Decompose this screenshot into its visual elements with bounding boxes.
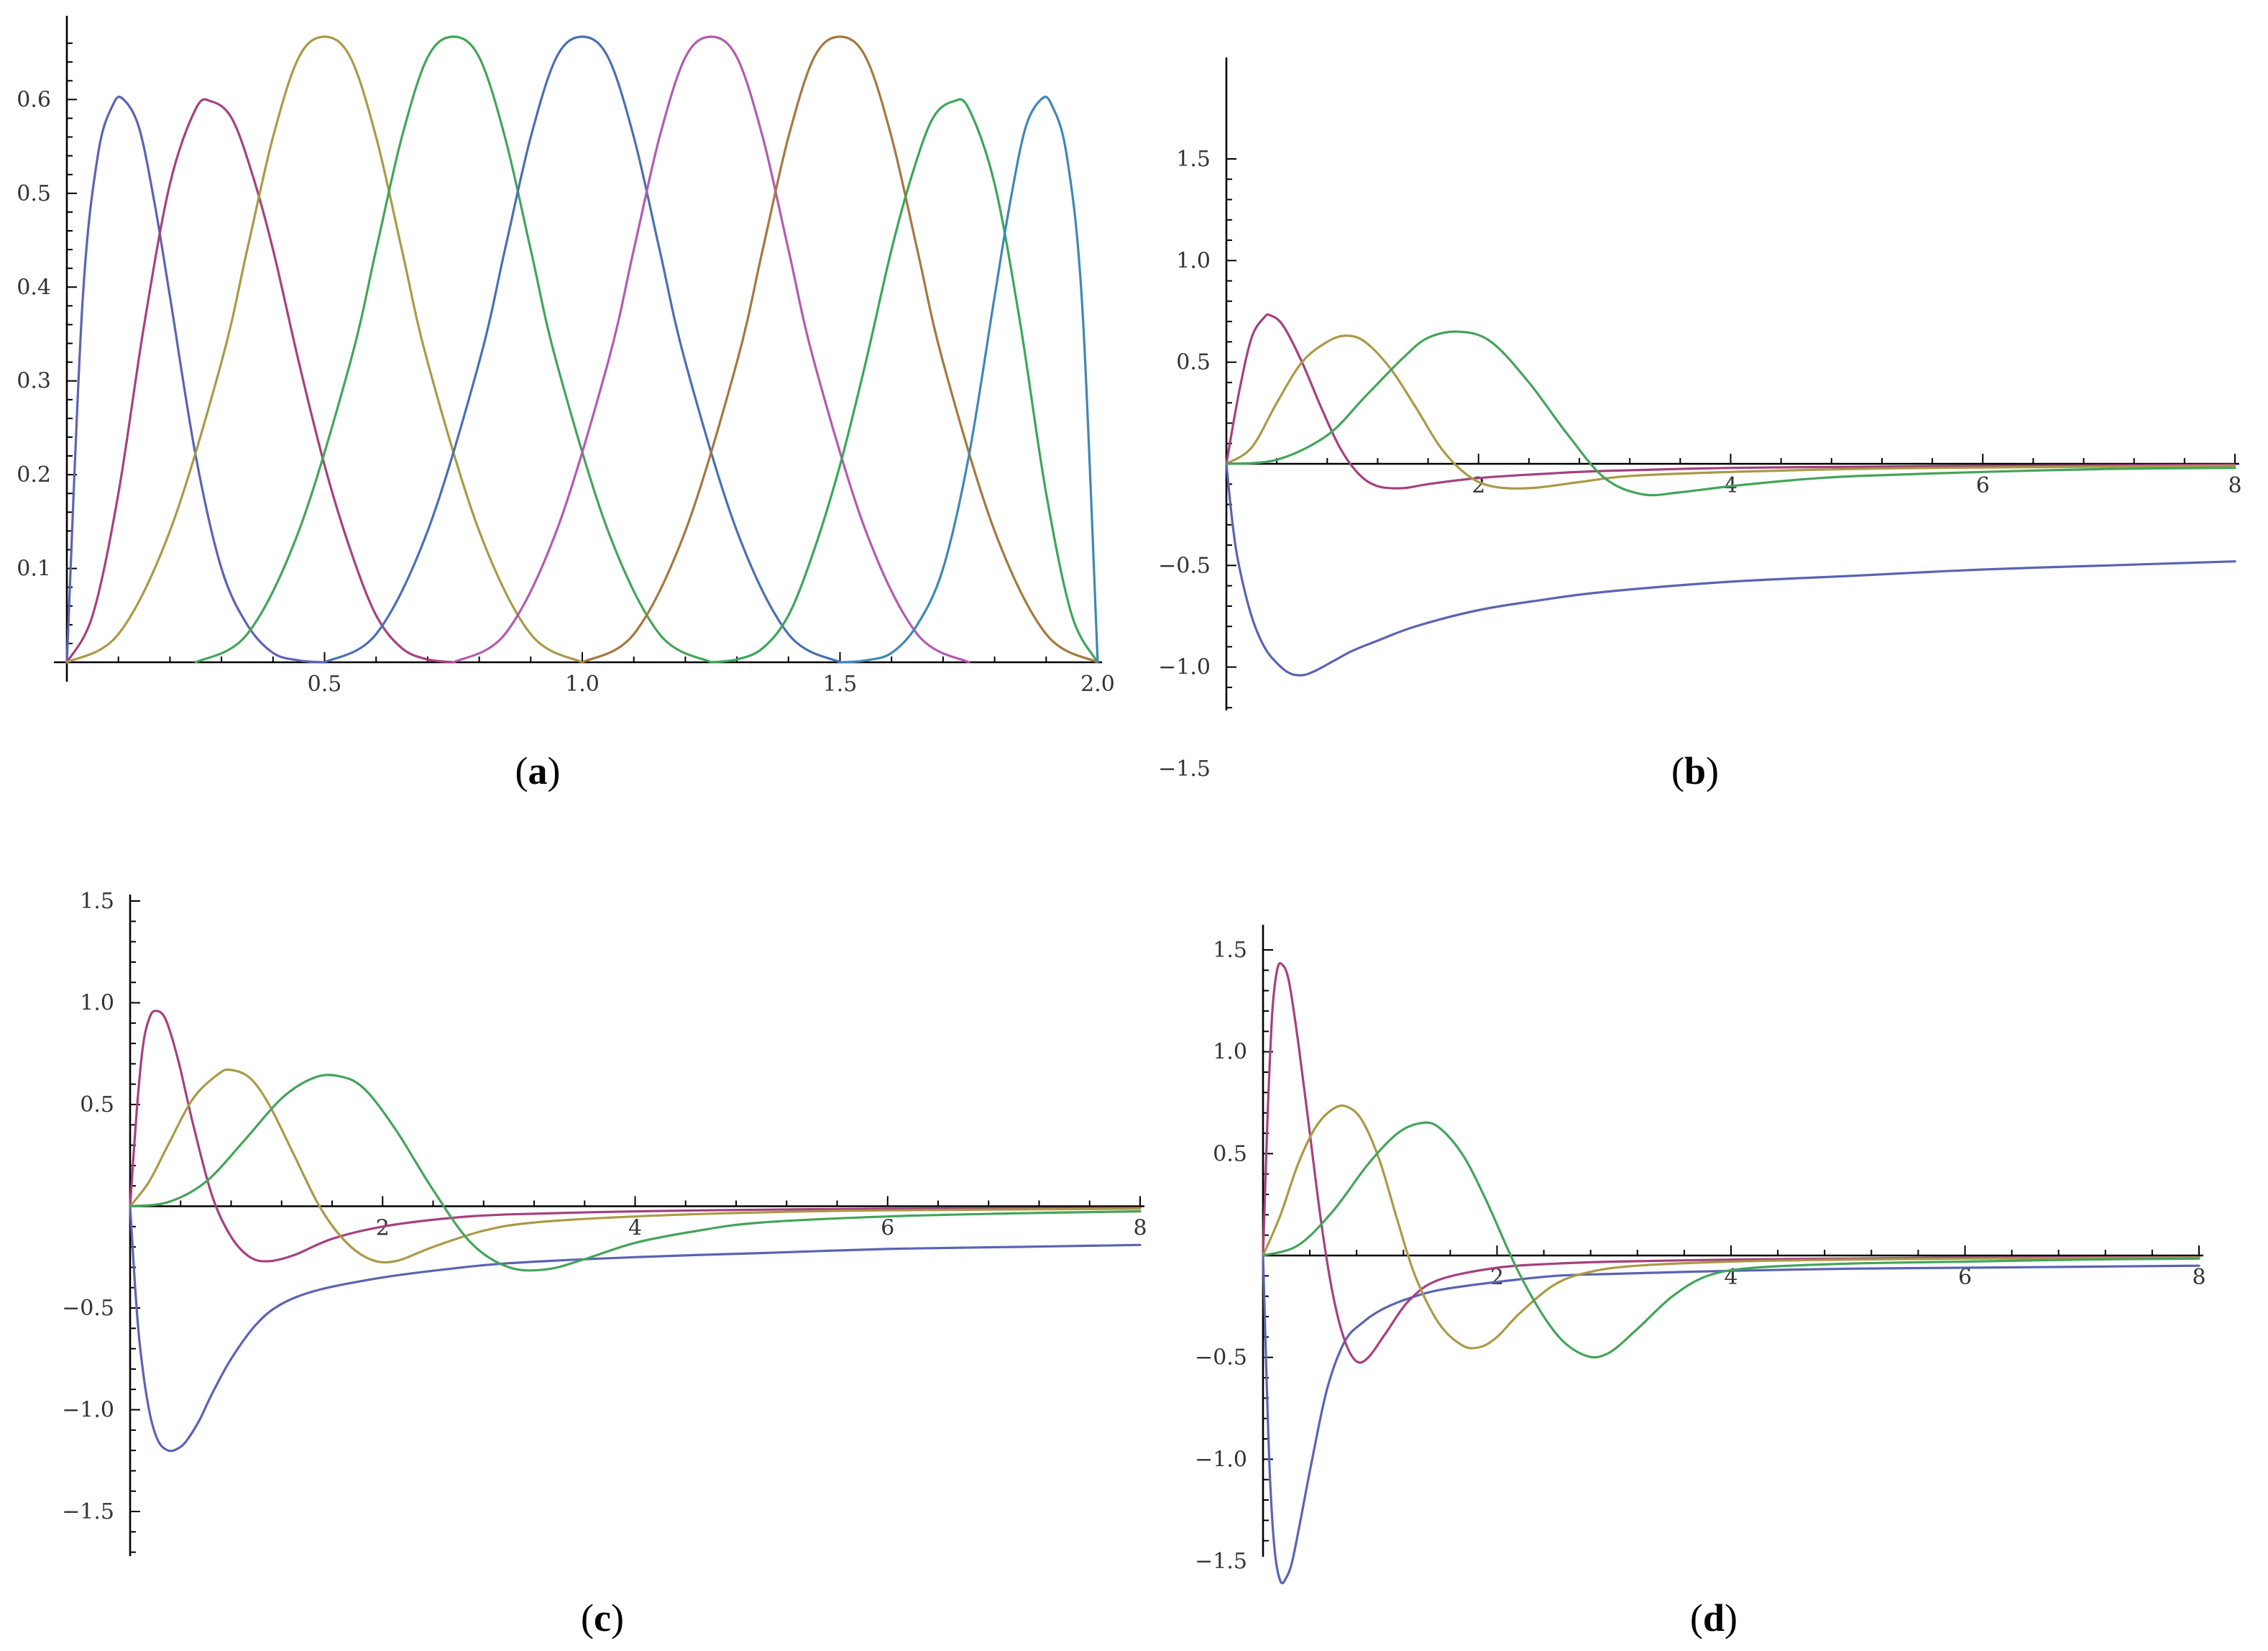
panel-a-label: (a) (515, 749, 561, 792)
series-line-a-3 (65, 35, 584, 664)
panel-c-label: (c) (581, 1596, 624, 1639)
series-line-a-1 (65, 96, 326, 664)
y-tick-label: −1.0 (1158, 655, 1211, 680)
y-tick-label: 0.5 (1213, 1141, 1247, 1166)
series-line-d-4 (1262, 1121, 2200, 1359)
x-tick-label: 6 (1958, 1265, 1972, 1290)
series-line-c-4 (129, 1074, 1142, 1272)
y-tick-label: −1.5 (62, 1499, 114, 1524)
x-tick-label: 6 (1976, 473, 1990, 498)
panel-d-label: (d) (1690, 1596, 1737, 1639)
y-tick-label: 0.5 (1176, 350, 1211, 375)
panel-c-letter: c (594, 1596, 611, 1639)
series-line-b-2 (1225, 313, 2236, 490)
series-line-d-1 (1262, 1254, 2200, 1585)
x-tick-label: 8 (2228, 473, 2241, 498)
series-line-a-9 (838, 96, 1099, 664)
y-tick-label: 0.4 (17, 275, 51, 300)
x-tick-label: 2.0 (1080, 672, 1115, 697)
panel-c-open-paren: ( (581, 1596, 594, 1639)
y-tick-label: 0.2 (17, 462, 51, 488)
y-tick-label: 0.3 (17, 369, 51, 394)
series-line-a-6 (452, 35, 970, 664)
series-line-a-5 (323, 35, 842, 664)
y-tick-label: 1.5 (1176, 147, 1211, 172)
series-line-d-2 (1262, 962, 2200, 1364)
panel-a-close-paren: ) (548, 749, 561, 792)
panel-c-close-paren: ) (611, 1596, 624, 1639)
plot-area-c: 2 4 6 8 −1.5 −1.0 −0.5 0.5 1.0 1.5 (62, 889, 1147, 1556)
y-tick-label: −1.5 (1158, 756, 1211, 782)
y-tick-label: 1.5 (80, 889, 114, 914)
series-line-b-1 (1225, 462, 2236, 677)
series-line-c-3 (129, 1068, 1142, 1264)
y-tick-label: 1.0 (80, 991, 114, 1016)
y-tick-label: −1.5 (1195, 1549, 1247, 1574)
plot-area-b: 2 4 6 8−1.5−1.0−0.50.51.01.5 (1158, 58, 2242, 782)
panel-c-chart: 2 4 6 8 −1.5 −1.0 −0.5 0.5 1.0 1.5 (c) (62, 889, 1147, 1639)
y-tick-label: −1.0 (1195, 1447, 1247, 1472)
panel-a-open-paren: ( (515, 749, 528, 792)
x-tick-label: 0.5 (308, 672, 342, 697)
plot-area-d: 2 4 6 8−1.5−1.0−0.50.51.01.5 (1195, 925, 2206, 1585)
x-tick-label: 2 (1490, 1265, 1504, 1290)
y-tick-label: 1.0 (1213, 1040, 1247, 1065)
series-line-a-4 (194, 35, 712, 664)
panel-d-chart: 2 4 6 8−1.5−1.0−0.50.51.01.5 (d) (1195, 925, 2206, 1639)
panel-b-letter: b (1684, 749, 1706, 792)
y-tick-label: 0.5 (80, 1092, 114, 1117)
y-tick-label: −0.5 (62, 1296, 114, 1321)
x-tick-label: 8 (1133, 1216, 1147, 1241)
x-tick-label: 1.0 (565, 672, 600, 697)
x-tick-label: 8 (2192, 1265, 2205, 1290)
series-line-c-2 (129, 1010, 1142, 1263)
panel-b-open-paren: ( (1671, 749, 1684, 792)
panel-a-chart: 0.5 1.0 1.5 2.0 0.1 0.2 0.3 0.4 0.5 0.6 (a) (17, 16, 1115, 792)
series-line-d-3 (1262, 1104, 2200, 1350)
series-line-a-8 (710, 98, 1099, 664)
series-line-b-4 (1225, 330, 2236, 497)
x-tick-label: 6 (881, 1216, 894, 1241)
series-line-a-7 (581, 35, 1099, 664)
panel-d-close-paren: ) (1725, 1596, 1737, 1639)
panel-b-label: (b) (1671, 749, 1719, 792)
panel-d-open-paren: ( (1690, 1596, 1703, 1639)
x-tick-label: 1.5 (823, 672, 858, 697)
plot-area-a: 0.5 1.0 1.5 2.0 0.1 0.2 0.3 0.4 0.5 0.6 (17, 16, 1115, 697)
y-tick-label: 0.6 (17, 87, 51, 112)
series-line-b-3 (1225, 334, 2236, 490)
y-tick-label: 0.5 (17, 181, 51, 206)
y-tick-label: −0.5 (1158, 553, 1211, 578)
x-tick-label: 4 (628, 1216, 642, 1241)
y-tick-label: 1.5 (1213, 938, 1247, 963)
y-tick-label: 0.1 (17, 557, 51, 582)
series-line-a-2 (65, 98, 455, 664)
y-tick-label: −1.0 (62, 1398, 114, 1423)
panel-a-letter: a (528, 749, 548, 792)
panel-b-chart: 2 4 6 8−1.5−1.0−0.50.51.01.5 (b) (1158, 58, 2242, 792)
x-tick-label: 2 (376, 1216, 390, 1241)
y-tick-label: −0.5 (1195, 1345, 1247, 1371)
panel-b-close-paren: ) (1706, 749, 1719, 792)
y-tick-label: 1.0 (1176, 248, 1211, 273)
panel-d-letter: d (1703, 1596, 1725, 1639)
series-line-c-1 (129, 1204, 1142, 1453)
